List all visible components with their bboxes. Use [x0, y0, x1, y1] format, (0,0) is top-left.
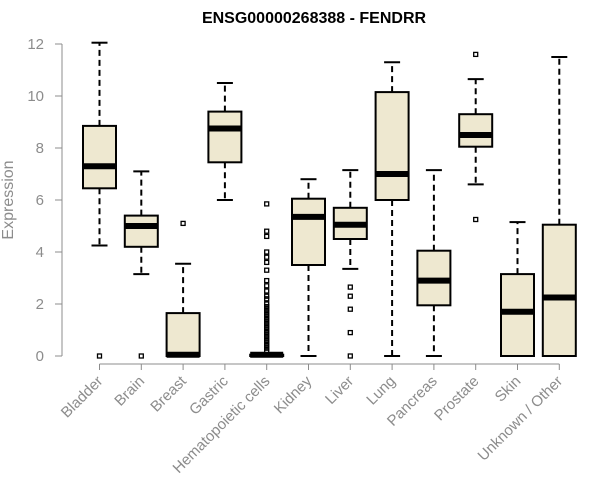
- chart-title: ENSG00000268388 - FENDRR: [202, 10, 427, 27]
- box: [374, 91, 410, 201]
- box: [291, 197, 326, 266]
- outlier-point: [264, 283, 270, 289]
- outlier-point: [264, 249, 270, 255]
- box: [82, 124, 117, 190]
- outlier-point: [264, 254, 270, 260]
- box-group: [291, 178, 326, 357]
- outlier-point: [473, 216, 479, 223]
- box-group: [500, 221, 535, 358]
- box: [458, 113, 494, 148]
- box-group: [207, 82, 243, 201]
- box: [500, 273, 535, 358]
- outlier-point: [264, 288, 270, 294]
- box-group: [249, 201, 285, 358]
- outlier-point: [264, 201, 270, 207]
- box: [165, 312, 201, 358]
- outlier-point: [264, 233, 270, 240]
- plot-area: [82, 41, 577, 359]
- outlier-point: [347, 293, 353, 299]
- box: [207, 110, 243, 164]
- box-group: [332, 169, 368, 359]
- x-tick-label: Brain: [111, 373, 148, 410]
- y-tick-label: 6: [36, 192, 44, 209]
- box-group: [374, 61, 410, 357]
- x-tick-label: Bladder: [58, 373, 107, 422]
- y-tick-label: 4: [36, 244, 44, 261]
- y-axis: 0 2 4 6 8 10 12: [27, 36, 63, 365]
- box: [123, 214, 159, 248]
- outlier-point: [347, 284, 353, 290]
- outlier-point: [264, 228, 270, 234]
- x-tick-label: Breast: [147, 372, 190, 415]
- outlier-point: [264, 259, 270, 266]
- outlier-point: [473, 51, 479, 58]
- outlier-point: [264, 293, 270, 299]
- y-tick-label: 8: [36, 140, 44, 157]
- outlier-point: [347, 329, 353, 336]
- outlier-point: [264, 301, 270, 307]
- y-tick-label: 0: [36, 348, 44, 365]
- y-tick-label: 2: [36, 296, 44, 313]
- box-group: [458, 51, 494, 223]
- x-tick-label: Skin: [492, 373, 525, 406]
- x-tick-label: Lung: [363, 373, 399, 409]
- box-group: [123, 170, 159, 359]
- box: [541, 223, 577, 357]
- outlier-point: [96, 353, 103, 359]
- outlier-point: [264, 267, 270, 273]
- outlier-point: [138, 353, 144, 359]
- box-group: [541, 56, 577, 357]
- outlier-point: [180, 220, 186, 227]
- outlier-point: [347, 353, 353, 359]
- y-axis-label: Expression: [0, 160, 17, 239]
- outlier-point: [347, 306, 353, 312]
- x-tick-label: Kidney: [271, 372, 316, 417]
- outlier-point: [264, 277, 270, 284]
- box-group: [165, 220, 201, 358]
- box-group: [416, 169, 452, 357]
- y-tick-label: 10: [27, 88, 44, 105]
- box-group: [82, 41, 117, 359]
- x-tick-label: Prostate: [431, 373, 483, 425]
- x-tick-label: Liver: [322, 373, 357, 408]
- y-tick-label: 12: [27, 36, 44, 53]
